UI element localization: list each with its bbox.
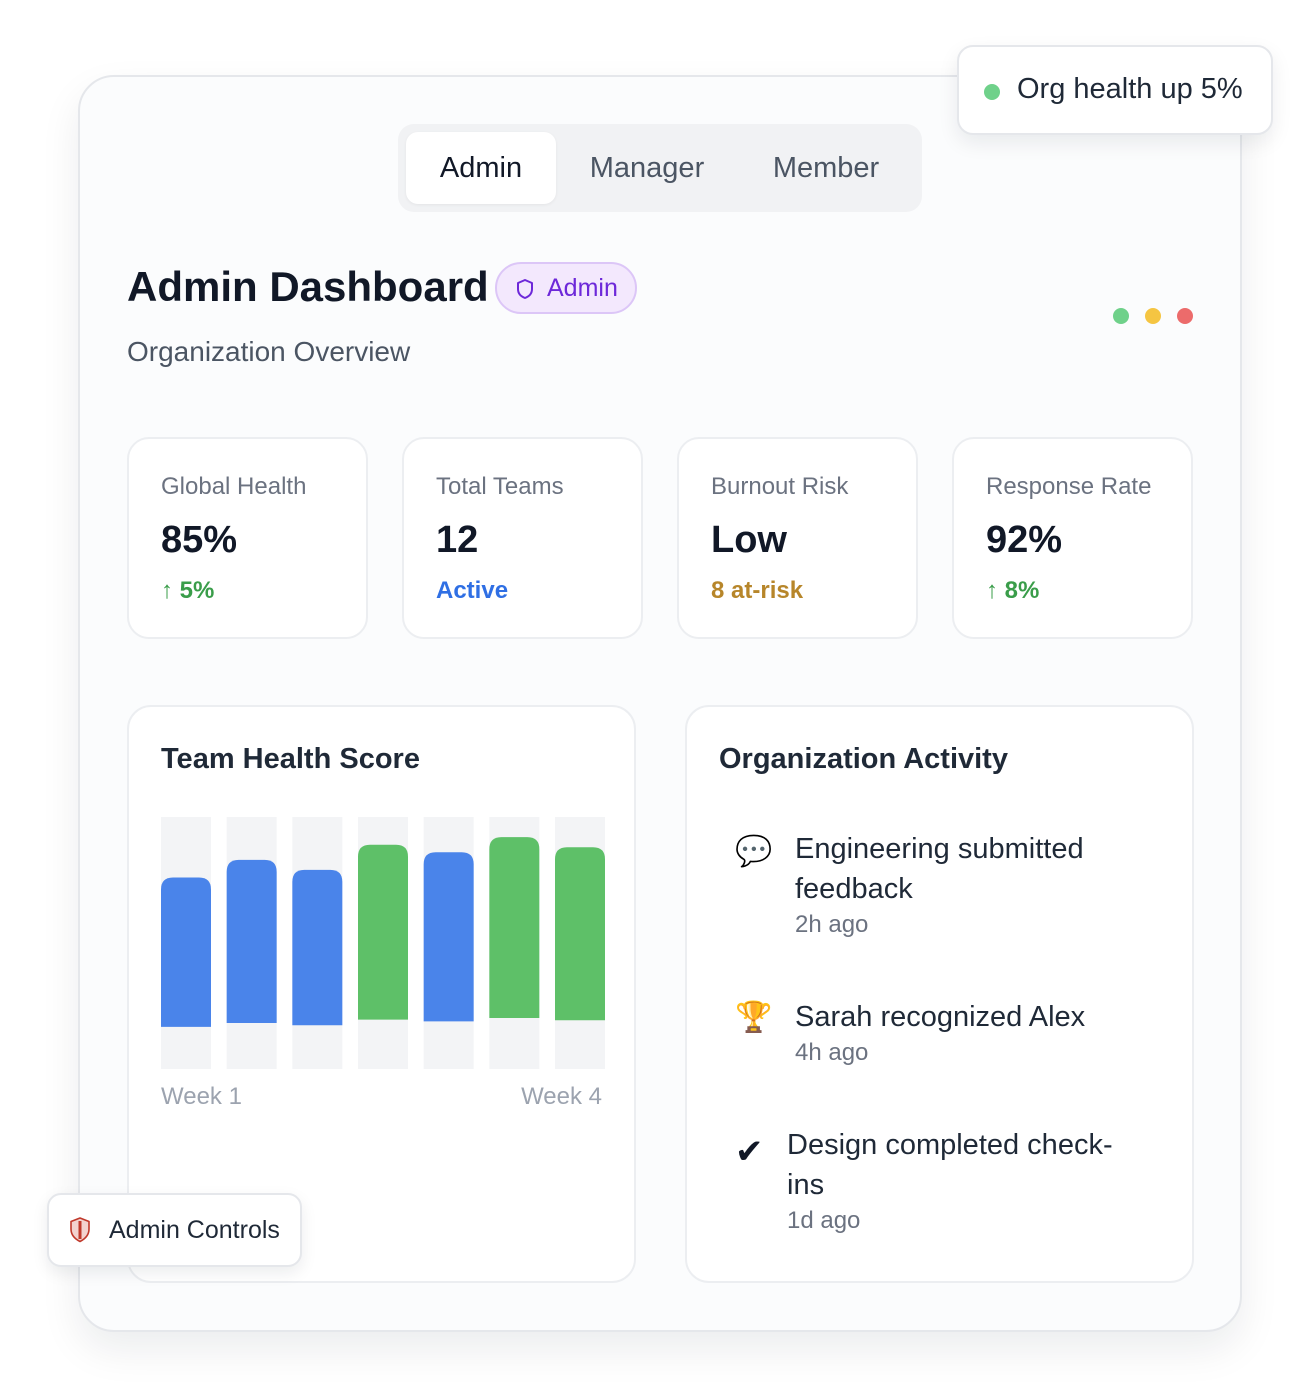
- activity-time: 2h ago: [795, 911, 869, 938]
- stat-label: Response Rate: [986, 473, 1152, 500]
- admin-controls-button[interactable]: Admin Controls: [47, 1193, 302, 1267]
- stat-label: Global Health: [161, 473, 307, 500]
- bar-2[interactable]: [226, 859, 277, 1023]
- bar-1[interactable]: [161, 877, 211, 1027]
- stat-card-total-teams[interactable]: Total Teams 12 Active: [402, 437, 643, 639]
- activity-text: Sarah recognized Alex: [795, 1001, 1086, 1033]
- admin-controls-label: Admin Controls: [109, 1216, 280, 1244]
- bar-3[interactable]: [292, 869, 343, 1026]
- activity-text: Engineering submitted feedback: [795, 833, 1084, 905]
- shield-icon: [70, 1217, 90, 1243]
- tab-member[interactable]: Member: [772, 152, 880, 184]
- page-title: Admin Dashboard: [127, 263, 489, 310]
- stat-label: Total Teams: [436, 473, 564, 500]
- stat-card-response-rate[interactable]: Response Rate 92% ↑ 8%: [952, 437, 1193, 639]
- team-health-chart: [161, 817, 605, 1069]
- stat-value: 12: [436, 519, 479, 561]
- stat-value: 85%: [161, 519, 238, 561]
- x-axis-end-label: Week 4: [521, 1083, 602, 1110]
- activity-time: 4h ago: [795, 1039, 869, 1066]
- activity-time: 1d ago: [787, 1207, 861, 1234]
- team-health-panel: Team Health Score Week 1 Week 4: [127, 705, 636, 1283]
- checkmark-icon: ✔: [735, 1133, 764, 1171]
- status-dot: [984, 84, 1000, 100]
- panel-title: Organization Activity: [719, 743, 1008, 775]
- bar-5[interactable]: [423, 852, 474, 1022]
- speech-bubble-icon: 💬: [735, 835, 773, 868]
- window-dot-red: [1177, 308, 1193, 324]
- role-tabs: Admin Manager Member: [398, 124, 922, 212]
- page-subtitle: Organization Overview: [127, 336, 411, 367]
- tab-manager[interactable]: Manager: [589, 152, 705, 184]
- stat-value: 92%: [986, 519, 1063, 561]
- panel-title: Team Health Score: [161, 743, 420, 775]
- shield-icon: [517, 279, 533, 299]
- role-badge-label: Admin: [547, 274, 618, 302]
- stat-sub: ↑ 8%: [986, 577, 1040, 604]
- activity-text: Design completed check-ins: [787, 1129, 1113, 1201]
- role-badge: Admin: [495, 262, 637, 314]
- stat-card-global-health[interactable]: Global Health 85% ↑ 5%: [127, 437, 368, 639]
- stat-label: Burnout Risk: [711, 473, 849, 500]
- toast-text: Org health up 5%: [1017, 73, 1243, 105]
- stat-sub: Active: [436, 577, 509, 604]
- stat-value: Low: [711, 519, 787, 561]
- stat-sub: 8 at-risk: [711, 577, 804, 604]
- window-dots: [1113, 308, 1203, 324]
- trophy-icon: 🏆: [735, 1001, 773, 1034]
- bar-7[interactable]: [555, 847, 605, 1021]
- x-axis-start-label: Week 1: [161, 1083, 242, 1110]
- org-health-toast: Org health up 5%: [957, 45, 1273, 135]
- window-dot-green: [1113, 308, 1129, 324]
- window-dot-yellow: [1145, 308, 1161, 324]
- bar-4[interactable]: [358, 844, 408, 1020]
- bar-6[interactable]: [489, 837, 540, 1018]
- stat-sub: ↑ 5%: [161, 577, 215, 604]
- tab-admin[interactable]: Admin: [406, 132, 556, 204]
- org-activity-panel: Organization Activity 💬 Engineering subm…: [685, 705, 1194, 1283]
- stat-card-burnout-risk[interactable]: Burnout Risk Low 8 at-risk: [677, 437, 918, 639]
